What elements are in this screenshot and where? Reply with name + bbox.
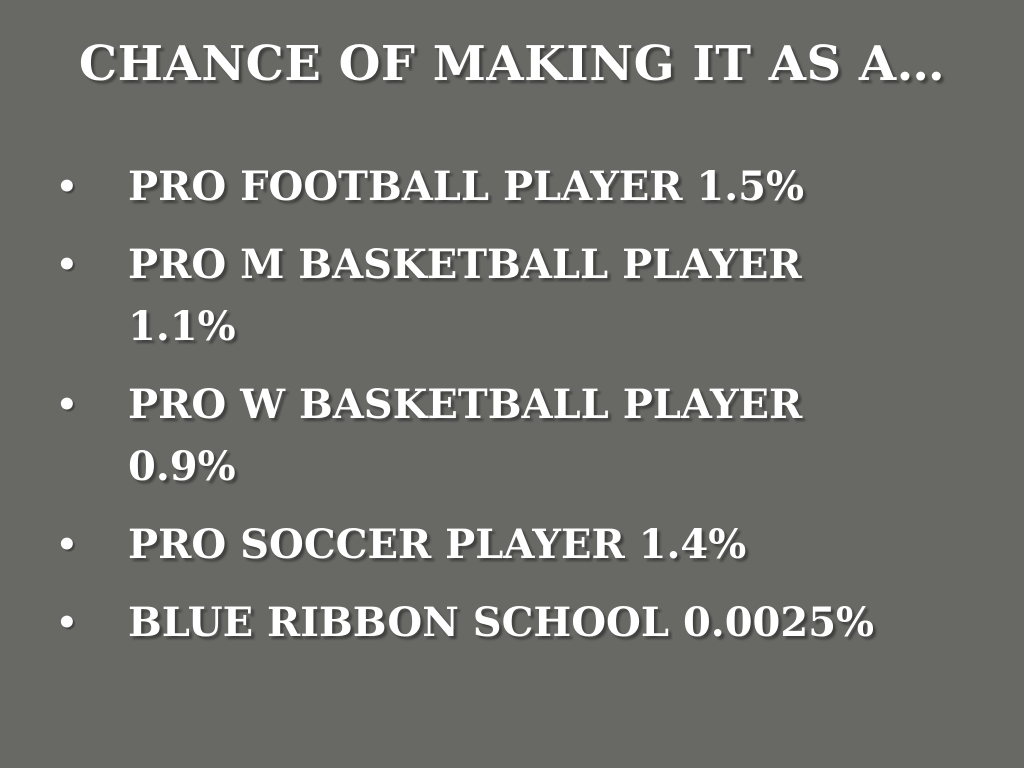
bullet-item-pro-w-basketball: • PRO W BASKETBALL PLAYER 0.9%	[56, 374, 964, 498]
bullet-line: 0.9%	[128, 442, 236, 490]
bullet-text: PRO SOCCER PLAYER 1.4%	[128, 514, 964, 576]
bullet-line: 1.1%	[128, 302, 236, 350]
bullet-item-blue-ribbon-school: • BLUE RIBBON SCHOOL 0.0025%	[56, 592, 964, 654]
bullet-dot-icon: •	[56, 166, 78, 207]
bullet-list: • PRO FOOTBALL PLAYER 1.5% • PRO M BASKE…	[0, 156, 1024, 654]
bullet-dot-icon: •	[56, 384, 78, 425]
bullet-dot-icon: •	[56, 602, 78, 643]
bullet-text: BLUE RIBBON SCHOOL 0.0025%	[128, 592, 964, 654]
bullet-dot-icon: •	[56, 524, 78, 565]
bullet-dot-icon: •	[56, 244, 78, 285]
bullet-item-pro-soccer: • PRO SOCCER PLAYER 1.4%	[56, 514, 964, 576]
bullet-line: PRO M BASKETBALL PLAYER	[128, 240, 802, 288]
slide-title: CHANCE OF MAKING IT AS A…	[78, 36, 946, 92]
bullet-line: PRO SOCCER PLAYER 1.4%	[128, 520, 747, 568]
bullet-line: PRO FOOTBALL PLAYER 1.5%	[128, 162, 805, 210]
bullet-item-pro-football: • PRO FOOTBALL PLAYER 1.5%	[56, 156, 964, 218]
bullet-text: PRO M BASKETBALL PLAYER 1.1%	[128, 234, 964, 358]
bullet-text: PRO W BASKETBALL PLAYER 0.9%	[128, 374, 964, 498]
bullet-item-pro-m-basketball: • PRO M BASKETBALL PLAYER 1.1%	[56, 234, 964, 358]
bullet-line: PRO W BASKETBALL PLAYER	[128, 380, 803, 428]
bullet-text: PRO FOOTBALL PLAYER 1.5%	[128, 156, 964, 218]
bullet-line: BLUE RIBBON SCHOOL 0.0025%	[128, 598, 875, 646]
